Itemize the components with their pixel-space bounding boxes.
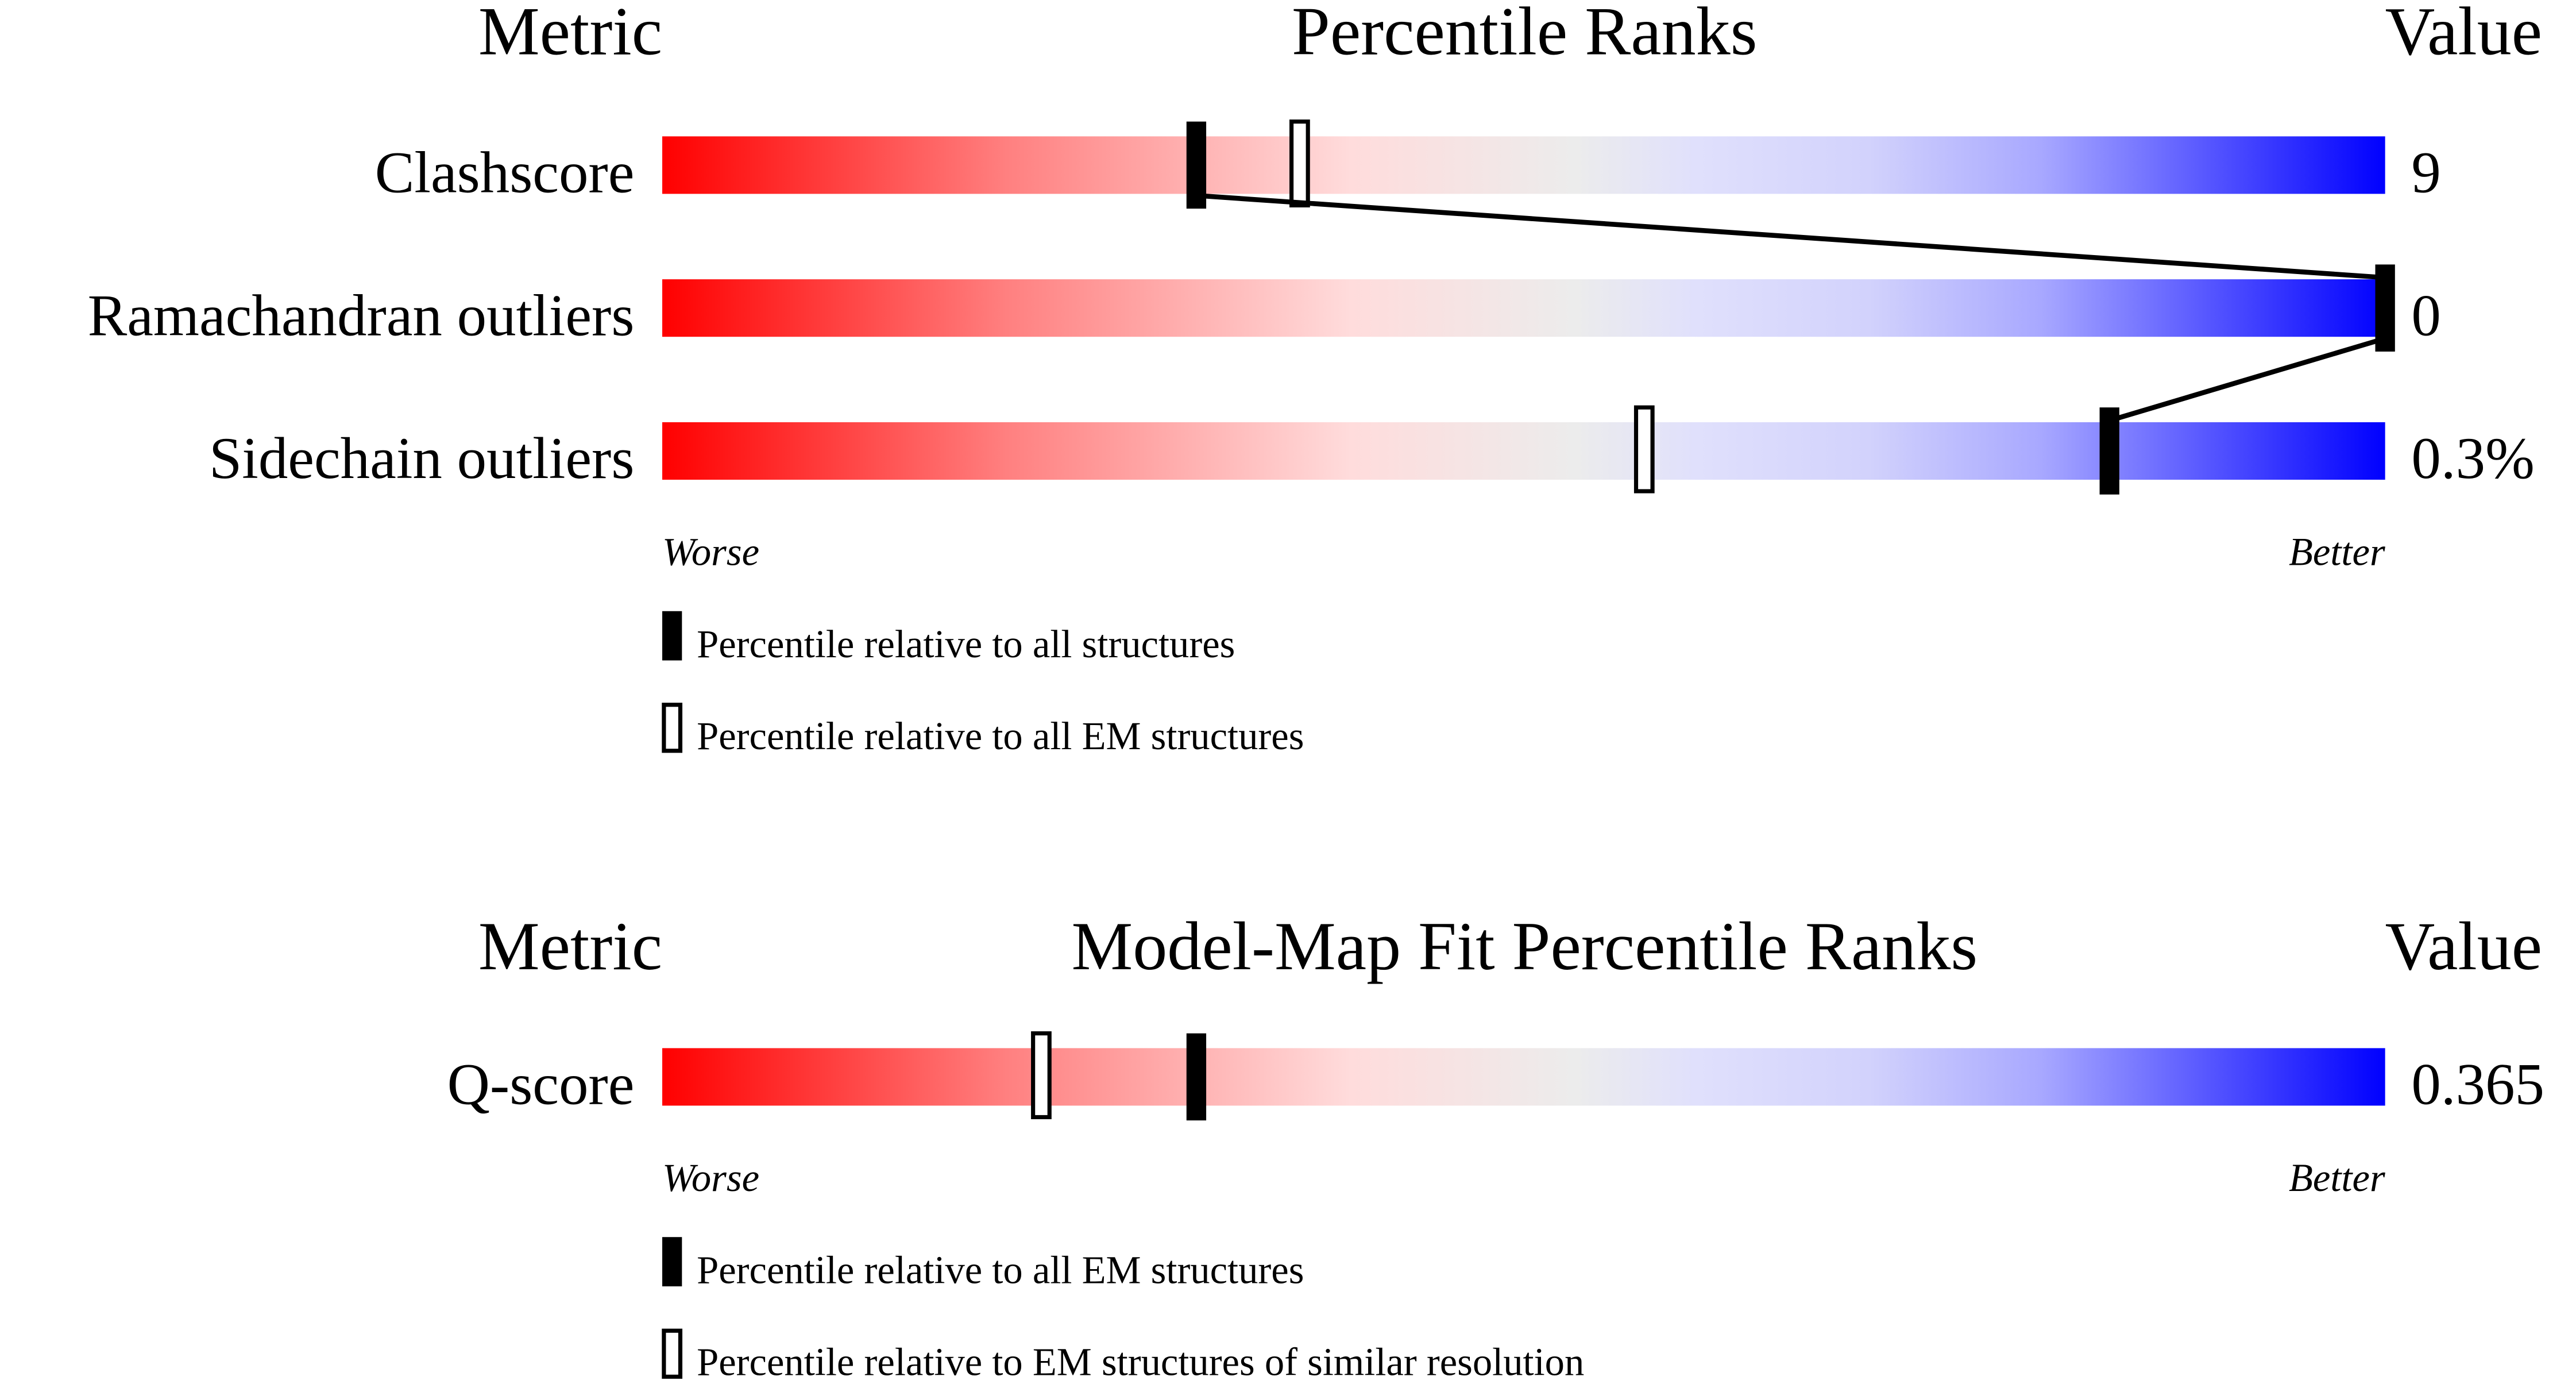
legend-open-marker-icon <box>662 703 683 753</box>
metric-label-qscore: Q-score <box>447 1052 635 1117</box>
percentile-marker-em <box>1289 120 1310 208</box>
gradient-bar-clashscore <box>662 136 2385 194</box>
gradient-bar-ramachandran <box>662 279 2385 337</box>
connector-line <box>2108 336 2386 423</box>
legend-filled-marker-icon <box>662 611 682 661</box>
worse-label: Worse <box>662 530 759 574</box>
chart-title: Model-Map Fit Percentile Ranks <box>1071 908 1978 984</box>
metric-label-ramachandran: Ramachandran outliers <box>88 283 635 348</box>
percentile-marker-em <box>1031 1031 1052 1120</box>
legend-filled-label: Percentile relative to all EM structures <box>697 1248 1304 1292</box>
value-ramachandran: 0 <box>2411 283 2440 348</box>
connector-line <box>1196 193 2385 280</box>
legend-filled-marker-icon <box>662 1237 682 1287</box>
percentile-marker-all <box>2099 407 2119 495</box>
metric-label-clashscore: Clashscore <box>375 140 635 206</box>
metric-label-sidechain: Sidechain outliers <box>209 426 634 491</box>
chart-title: Percentile Ranks <box>1292 0 1757 69</box>
percentile-marker-all <box>1186 1033 1207 1121</box>
validation-panel: Metric Percentile Ranks Value Clashscore… <box>88 0 2543 758</box>
value-clashscore: 9 <box>2411 140 2440 206</box>
percentile-marker-em <box>1633 405 1655 494</box>
metric-header: Metric <box>478 908 662 984</box>
model-map-fit-panel: Metric Model-Map Fit Percentile Ranks Va… <box>447 908 2544 1380</box>
markers-group <box>1031 1031 1207 1121</box>
value-header: Value <box>2385 908 2542 984</box>
value-qscore: 0.365 <box>2411 1052 2544 1117</box>
legend-filled-label: Percentile relative to all structures <box>697 622 1235 666</box>
legend-open-label: Percentile relative to all EM structures <box>697 714 1304 758</box>
better-label: Better <box>2289 1156 2385 1200</box>
better-label: Better <box>2289 530 2385 574</box>
gradient-bar-sidechain <box>662 422 2385 480</box>
metric-header: Metric <box>478 0 662 69</box>
markers-group <box>1186 120 2395 495</box>
value-header: Value <box>2385 0 2542 69</box>
worse-label: Worse <box>662 1156 759 1200</box>
legend-open-marker-icon <box>662 1328 683 1379</box>
gradient-bar-qscore <box>662 1048 2385 1106</box>
value-sidechain: 0.3% <box>2411 426 2534 491</box>
legend-open-label: Percentile relative to EM structures of … <box>697 1340 1584 1380</box>
